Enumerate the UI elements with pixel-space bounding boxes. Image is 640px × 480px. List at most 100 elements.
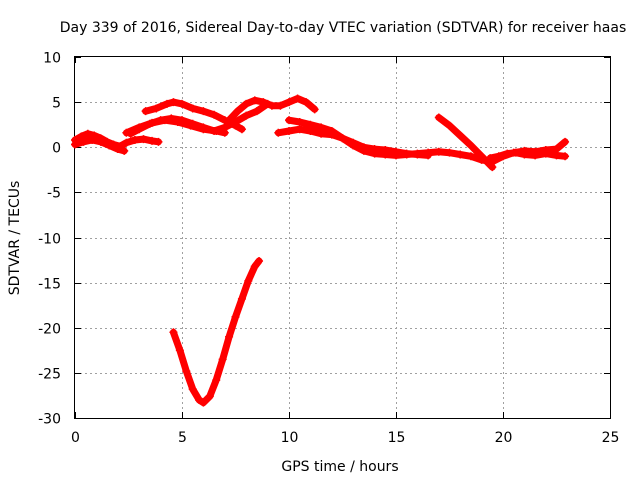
data-point — [83, 129, 92, 138]
data-point — [295, 125, 304, 134]
data-point — [561, 137, 570, 146]
data-point — [274, 128, 283, 137]
data-point — [402, 149, 411, 158]
data-point — [466, 141, 475, 150]
data-point — [434, 147, 443, 156]
x-tick-label: 15 — [388, 430, 406, 446]
data-point — [552, 151, 561, 160]
data-point — [250, 96, 259, 105]
y-tick-label: -20 — [38, 322, 61, 338]
data-point — [120, 146, 129, 155]
series-arc-2 — [71, 136, 129, 155]
data-point — [205, 392, 214, 401]
data-point — [434, 113, 443, 122]
data-point — [71, 140, 79, 149]
data-point — [130, 136, 139, 145]
data-point — [163, 99, 172, 108]
x-tick-label: 10 — [281, 430, 299, 446]
data-point — [152, 104, 161, 113]
data-point — [392, 147, 400, 156]
data-point — [113, 145, 122, 154]
data-point — [141, 107, 150, 116]
data-point — [477, 152, 486, 161]
data-point — [210, 110, 219, 119]
data-point — [122, 138, 131, 147]
data-point — [424, 151, 433, 160]
data-point — [182, 367, 191, 376]
data-point — [306, 127, 315, 136]
data-point — [188, 104, 197, 113]
y-tick-label: -5 — [47, 186, 61, 202]
data-series — [71, 94, 570, 407]
y-tick-label: 10 — [43, 51, 61, 67]
data-point — [186, 121, 195, 130]
y-tick-label: -10 — [38, 232, 61, 248]
series-arc-9 — [434, 113, 497, 172]
series-arc-6 — [225, 94, 319, 125]
data-point — [242, 99, 251, 108]
data-point — [531, 151, 540, 160]
data-point — [327, 130, 336, 139]
data-point — [212, 127, 221, 136]
data-point — [338, 134, 347, 143]
data-point — [160, 116, 169, 125]
x-axis-label: GPS time / hours — [281, 459, 398, 475]
data-point — [302, 98, 311, 107]
series-arc-8 — [274, 125, 433, 160]
data-point — [250, 262, 259, 271]
data-point — [173, 117, 182, 126]
data-point — [220, 128, 229, 137]
data-point — [88, 136, 97, 145]
data-point — [195, 395, 204, 404]
data-point — [122, 128, 131, 137]
data-point — [199, 398, 208, 407]
data-point — [231, 117, 240, 126]
data-point — [445, 121, 454, 130]
data-point — [148, 118, 157, 127]
data-point — [486, 154, 495, 163]
data-point — [231, 312, 240, 321]
data-point — [199, 107, 208, 116]
data-point — [79, 137, 88, 146]
data-point — [285, 127, 293, 136]
chart-title: Day 339 of 2016, Sidereal Day-to-day VTE… — [60, 20, 627, 36]
series-arc-10 — [486, 148, 570, 163]
data-point — [148, 136, 157, 145]
data-point — [276, 101, 285, 110]
data-point — [293, 94, 302, 103]
data-point — [255, 256, 264, 265]
plot-frame — [74, 56, 611, 419]
data-point — [259, 98, 268, 107]
data-point — [225, 116, 234, 125]
data-point — [285, 116, 293, 125]
data-point — [169, 98, 178, 107]
data-point — [349, 138, 358, 147]
data-point — [135, 123, 144, 132]
data-point — [218, 355, 227, 364]
data-point — [503, 149, 512, 158]
data-point — [456, 131, 465, 140]
data-point — [541, 149, 550, 158]
data-point — [237, 294, 246, 303]
data-point — [212, 376, 221, 385]
data-point — [511, 148, 520, 157]
data-point — [445, 148, 454, 157]
y-tick-label: -25 — [38, 367, 61, 383]
x-tick-label: 25 — [602, 430, 620, 446]
data-point — [381, 145, 390, 154]
data-point — [285, 98, 293, 107]
x-tick-label: 5 — [178, 430, 187, 446]
data-point — [139, 135, 148, 144]
data-point — [242, 111, 251, 120]
x-tick-label: 20 — [495, 430, 513, 446]
data-point — [295, 117, 304, 126]
data-point — [237, 125, 246, 134]
series-trace — [435, 114, 496, 171]
data-point — [413, 150, 422, 159]
data-point — [105, 141, 114, 150]
y-tick-label: -15 — [38, 277, 61, 293]
y-tick-label: -30 — [38, 412, 61, 428]
data-point — [267, 101, 276, 110]
